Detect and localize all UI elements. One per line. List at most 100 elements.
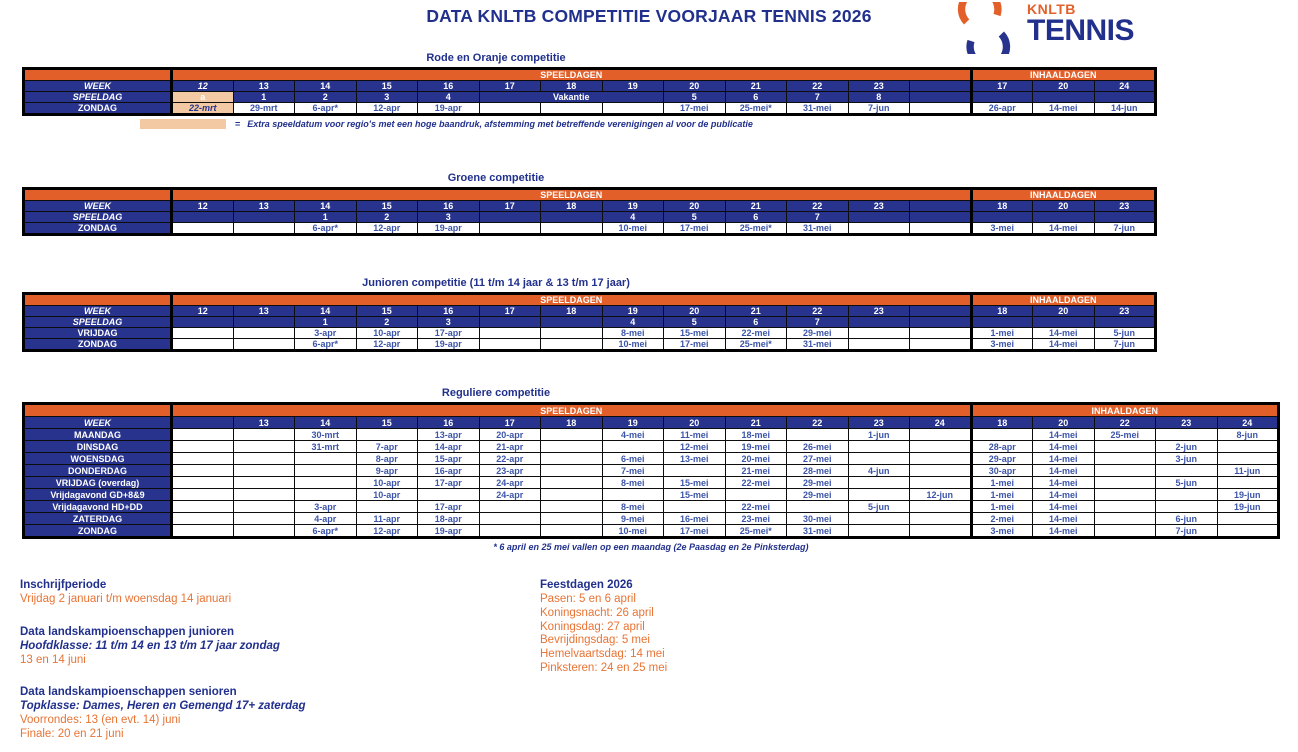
row-speeldag: SPEELDAG 1 2 3 4 5 6 7 [23,316,1156,328]
week-cell: 20 [1032,80,1095,92]
row-label: Vrijdagavond HD+DD [23,500,173,513]
date-cell: 31-mei [786,102,849,115]
note-block: Feestdagen 2026 Pasen: 5 en 6 april Koning… [540,578,970,676]
week-cell: 20 [1032,200,1095,212]
row-label: WEEK [23,416,173,429]
week-cell: 21 [724,416,787,429]
week-cell: a [171,91,234,103]
week-cell: 18 [969,305,1033,317]
date-cell: 16-apr [417,464,480,477]
date-cell [232,338,295,351]
date-cell: 4-jun [847,464,910,477]
date-cell [1216,452,1279,465]
week-cell: 14 [294,416,357,429]
week-cell: 23 [1093,305,1156,317]
note-line: 13 en 14 juni [20,653,86,666]
note-line: Koningsdag: 27 april [540,620,645,633]
date-cell: 5-jun [1155,476,1218,489]
row-zondag: ZONDAG 6-apr* 12-apr 19-apr 10-mei 17-mei 25-m… [23,524,1279,538]
week-cell [478,316,541,328]
date-cell: 18-apr [417,512,480,525]
date-cell [1093,464,1156,477]
date-cell [171,464,234,477]
date-cell [478,338,541,351]
date-cell: 1-mei [969,488,1033,501]
date-cell: 14-mei [1032,476,1095,489]
week-cell: 20 [663,416,726,429]
date-cell [294,464,357,477]
row-maandag: MAANDAG 30-mrt 13-apr 20-apr 4-mei 11-mei 18-m… [23,428,1279,441]
date-cell [1093,440,1156,453]
week-cell [1093,211,1156,223]
date-cell [1093,452,1156,465]
week-cell: 23 [1155,416,1218,429]
date-cell [232,428,295,441]
date-cell [1216,524,1279,538]
date-cell: 14-apr [417,440,480,453]
notes-left: Inschrijfperiode Vrijdag 2 januari t/m wo… [20,578,510,752]
date-cell: 14-mei [1032,440,1095,453]
week-cell: 21 [724,200,787,212]
date-cell [1155,428,1218,441]
date-cell [724,488,787,501]
date-cell: 12-apr [355,222,418,235]
week-cell: 14 [294,305,357,317]
row-label: ZONDAG [23,524,173,538]
date-cell [1093,512,1156,525]
date-cell: 19-mei [724,440,787,453]
date-cell [969,428,1033,441]
date-cell [1216,476,1279,489]
section-junioren: Junioren competitie (11 t/m 14 jaar & 13… [22,277,1157,352]
date-cell [540,222,603,235]
date-cell: 24-apr [478,488,541,501]
row-zaterdag: ZATERDAG 4-apr 11-apr 18-apr 9-mei 16-mei 23-m… [23,512,1279,525]
date-cell [294,452,357,465]
date-cell: 22-mei [724,500,787,513]
date-cell: 31-mei [786,524,849,538]
row-label: VRIJDAG [23,327,173,339]
date-cell: 17-apr [417,500,480,513]
week-cell: 20 [663,80,726,92]
date-cell [171,327,234,339]
date-cell: 11-mei [663,428,726,441]
week-cell: 13 [232,305,295,317]
week-cell [909,91,972,103]
row-label: ZATERDAG [23,512,173,525]
date-cell: 17-mei [663,338,726,351]
week-cell: 22 [786,200,849,212]
legend-swatch [140,118,226,129]
knltb-logo-text: KNLTB TENNIS [1027,2,1135,46]
note-block: Inschrijfperiode Vrijdag 2 januari t/m wo… [20,578,510,607]
note-block: Data landskampioenschappen junioren Hoofd… [20,625,510,668]
date-cell [232,464,295,477]
date-cell [171,338,234,351]
date-cell: 9-apr [355,464,418,477]
date-cell: 24-apr [478,476,541,489]
date-cell: 10-mei [601,524,664,538]
date-cell: 23-apr [478,464,541,477]
date-cell [171,512,234,525]
date-cell [232,452,295,465]
week-cell: 12 [171,200,234,212]
date-cell [663,464,726,477]
week-cell: 3 [417,211,480,223]
date-cell: 25-mei* [724,338,787,351]
date-cell [847,488,910,501]
week-cell [909,80,972,92]
row-label: WEEK [23,80,173,92]
date-cell [540,488,603,501]
week-cell: 23 [847,80,910,92]
row-label: WEEK [23,200,173,212]
date-cell: 10-apr [355,327,418,339]
date-cell: 3-mei [969,524,1033,538]
week-cell: 22 [1093,416,1156,429]
date-cell: 8-jun [1216,428,1279,441]
date-cell [478,512,541,525]
date-cell: 14-mei [1032,488,1095,501]
header-band-row: SPEELDAGEN INHAALDAGEN [23,293,1156,306]
date-cell [847,452,910,465]
date-cell [171,524,234,538]
week-cell: 19 [601,305,664,317]
date-cell: 15-mei [663,476,726,489]
week-cell [478,211,541,223]
